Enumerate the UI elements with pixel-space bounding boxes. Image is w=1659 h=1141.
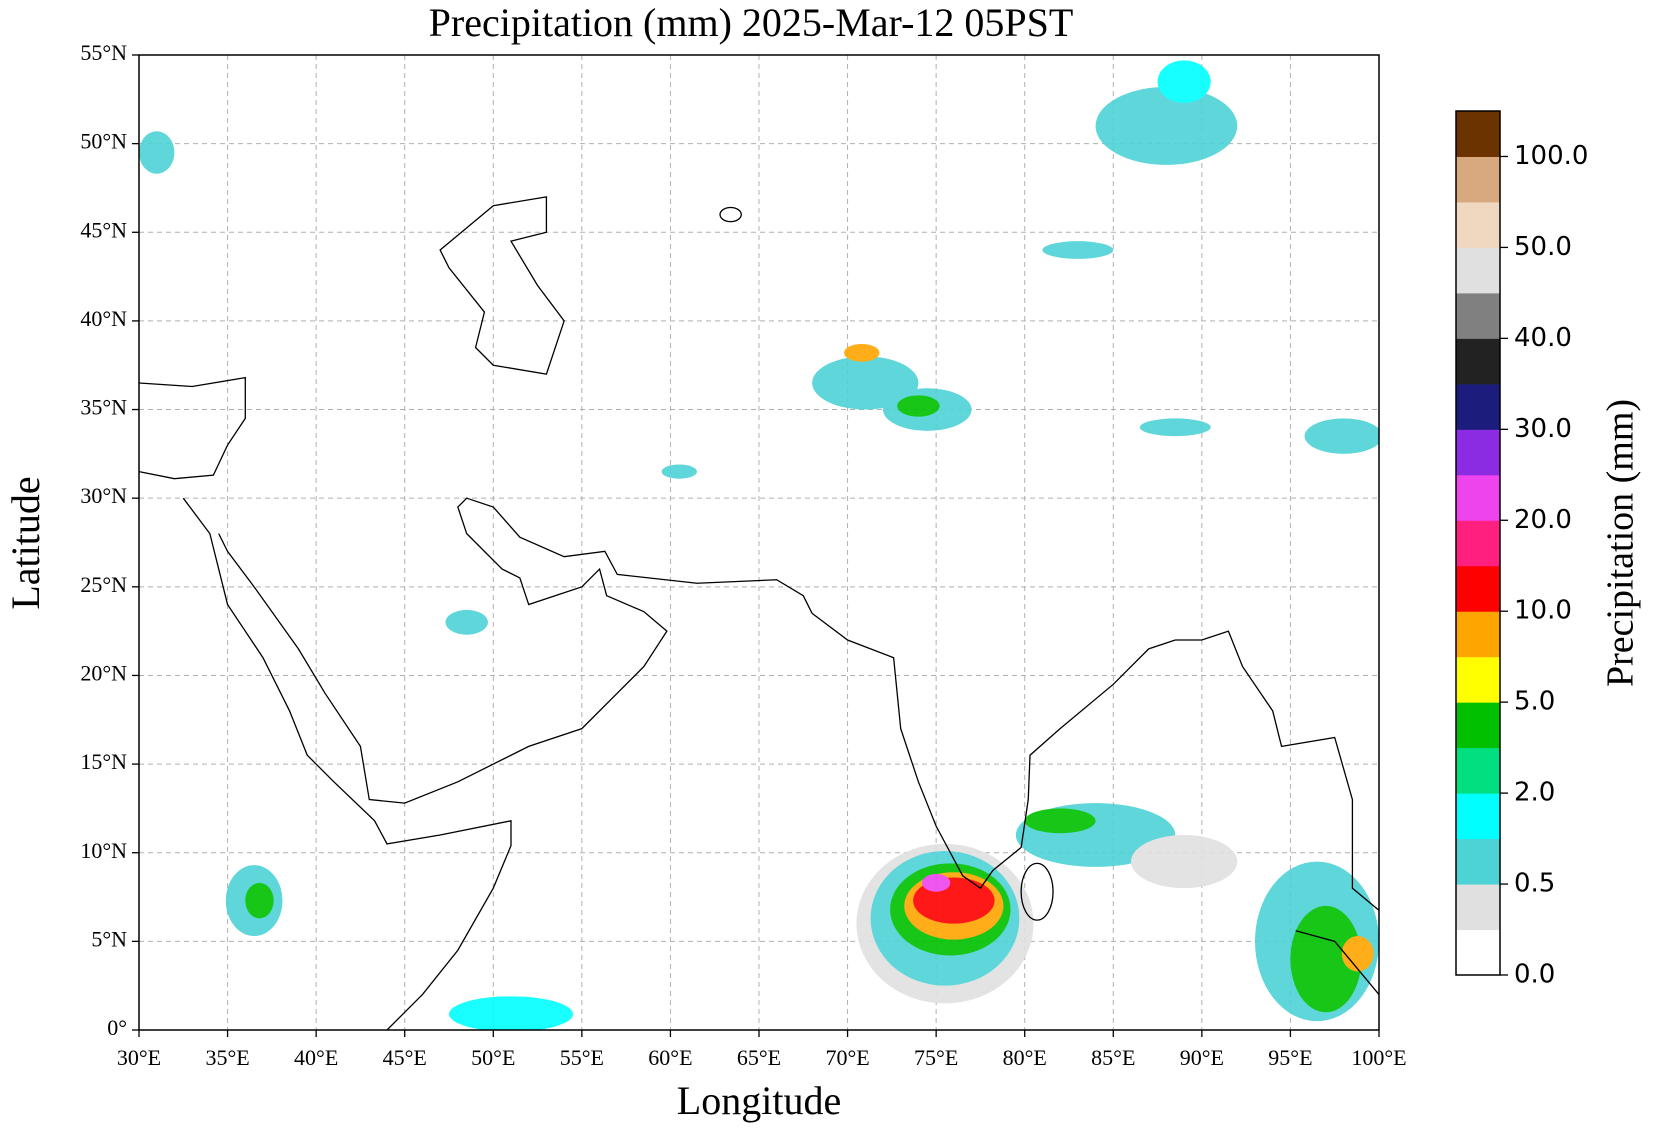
- x-tick-label: 35°E: [205, 1045, 249, 1070]
- rain-area: [1341, 936, 1374, 972]
- colorbar-tick-label: 30.0: [1514, 414, 1572, 444]
- colorbar-tick-label: 100.0: [1514, 141, 1588, 171]
- rain-area: [245, 882, 274, 919]
- rain-area: [661, 464, 697, 479]
- y-tick-label: 55°N: [80, 40, 127, 65]
- y-tick-label: 40°N: [80, 306, 127, 331]
- x-tick-label: 90°E: [1180, 1045, 1224, 1070]
- rain-area: [449, 996, 573, 1030]
- rain-area: [844, 343, 880, 362]
- colorbar-swatch: [1456, 429, 1500, 476]
- colorbar-label: Precipitation (mm): [1600, 399, 1642, 687]
- x-tick-label: 75°E: [914, 1045, 958, 1070]
- colorbar-swatch: [1456, 884, 1500, 931]
- map-layer: [139, 60, 1397, 1030]
- colorbar-swatch: [1456, 474, 1500, 521]
- rain-area: [1304, 418, 1379, 454]
- rain-area: [1290, 905, 1362, 1013]
- x-tick-label: 30°E: [117, 1045, 161, 1070]
- x-tick-label: 50°E: [471, 1045, 515, 1070]
- y-tick-label: 0°: [107, 1015, 127, 1040]
- y-tick-label: 30°N: [80, 483, 127, 508]
- colorbar-swatch: [1456, 793, 1500, 840]
- precipitation-field: [139, 60, 1379, 1030]
- colorbar-swatch: [1456, 383, 1500, 430]
- y-tick-label: 35°N: [80, 395, 127, 420]
- coastline: [139, 378, 245, 479]
- caspian-sea: [440, 197, 564, 374]
- colorbar: 0.0 0.5 2.0 5.0 10.0 20.0 30.0 40.0 50.0 100.0: [1455, 110, 1588, 990]
- colorbar-swatch: [1456, 565, 1500, 612]
- y-tick-label: 10°N: [80, 838, 127, 863]
- x-tick-label: 55°E: [560, 1045, 604, 1070]
- rain-area: [1024, 808, 1096, 834]
- rain-area: [1095, 86, 1238, 165]
- coastline: [219, 498, 812, 803]
- x-tick-label: 100°E: [1351, 1045, 1406, 1070]
- colorbar-swatch: [1456, 111, 1500, 157]
- x-axis-label: Longitude: [677, 1078, 841, 1123]
- y-tick-label: 15°N: [80, 749, 127, 774]
- colorbar-swatch: [1456, 247, 1500, 294]
- coastlines: [139, 197, 1397, 1030]
- y-tick-label: 50°N: [80, 129, 127, 154]
- colorbar-swatch: [1456, 292, 1500, 339]
- rain-area: [1042, 241, 1114, 259]
- y-axis-label: Latitude: [3, 476, 48, 609]
- colorbar-swatch: [1456, 201, 1500, 248]
- colorbar-swatch: [1456, 656, 1500, 703]
- x-tick-label: 60°E: [648, 1045, 692, 1070]
- colorbar-swatch: [1456, 838, 1500, 885]
- colorbar-tick-label: 5.0: [1514, 687, 1555, 717]
- chart-title: Precipitation (mm) 2025-Mar-12 05PST: [429, 0, 1074, 45]
- colorbar-swatch: [1456, 338, 1500, 385]
- x-tick-label: 70°E: [825, 1045, 869, 1070]
- colorbar-tick-label: 10.0: [1514, 596, 1572, 626]
- x-tick-label: 85°E: [1091, 1045, 1135, 1070]
- coastline: [812, 613, 1397, 1012]
- rain-area: [812, 356, 919, 410]
- colorbar-tick-label: 2.0: [1514, 778, 1555, 808]
- y-tick-label: 25°N: [80, 572, 127, 597]
- rain-area: [445, 609, 488, 635]
- lake: [720, 207, 741, 221]
- y-tick-label: 20°N: [80, 661, 127, 686]
- colorbar-tick-label: 0.5: [1514, 869, 1555, 899]
- rain-area: [897, 395, 940, 417]
- colorbar-tick-label: 50.0: [1514, 232, 1572, 262]
- y-tick-label: 5°N: [91, 926, 127, 951]
- sri-lanka: [1021, 863, 1053, 920]
- colorbar-swatch: [1456, 520, 1500, 567]
- colorbar-swatch: [1456, 156, 1500, 203]
- grid: [139, 55, 1379, 1030]
- colorbar-swatch: [1456, 747, 1500, 794]
- rain-area: [1130, 835, 1238, 889]
- colorbar-tick-label: 40.0: [1514, 323, 1572, 353]
- x-tick-label: 80°E: [1003, 1045, 1047, 1070]
- x-tick-label: 65°E: [737, 1045, 781, 1070]
- coastline: [1296, 931, 1397, 1013]
- rain-area: [1157, 60, 1211, 103]
- rain-area: [1139, 418, 1211, 437]
- x-tick-label: 95°E: [1268, 1045, 1312, 1070]
- coastline: [183, 498, 511, 1030]
- colorbar-tick-label: 0.0: [1514, 960, 1555, 990]
- colorbar-tick-label: 20.0: [1514, 505, 1572, 535]
- colorbar-frame: [1455, 110, 1501, 976]
- rain-area: [139, 131, 175, 174]
- x-tick-label: 45°E: [383, 1045, 427, 1070]
- colorbar-swatch: [1456, 702, 1500, 749]
- y-tick-label: 45°N: [80, 217, 127, 242]
- map-geometry: [139, 60, 1397, 1030]
- colorbar-swatch: [1456, 929, 1500, 976]
- colorbar-swatch: [1456, 611, 1500, 658]
- x-tick-label: 40°E: [294, 1045, 338, 1070]
- rain-area: [921, 874, 951, 892]
